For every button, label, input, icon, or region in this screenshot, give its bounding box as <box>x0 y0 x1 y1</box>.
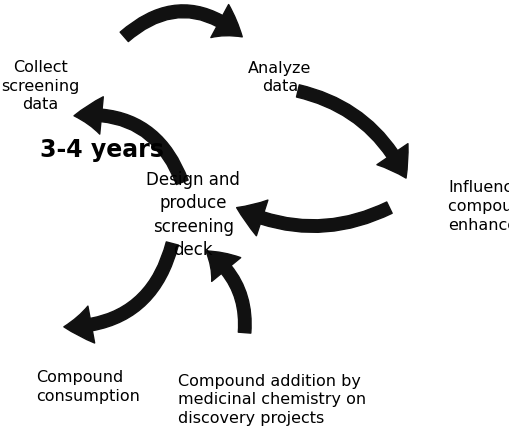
Text: Compound addition by
medicinal chemistry on
discovery projects: Compound addition by medicinal chemistry… <box>178 374 366 426</box>
FancyArrowPatch shape <box>297 85 408 178</box>
FancyArrowPatch shape <box>64 242 179 343</box>
FancyArrowPatch shape <box>206 251 251 333</box>
Text: Analyze
data: Analyze data <box>248 61 312 94</box>
FancyArrowPatch shape <box>120 5 242 42</box>
Text: Influence
compound bank
enhancement: Influence compound bank enhancement <box>448 180 509 233</box>
Text: Compound
consumption: Compound consumption <box>36 370 139 404</box>
Text: Collect
screening
data: Collect screening data <box>2 60 80 112</box>
Text: 3-4 years: 3-4 years <box>40 138 164 163</box>
Text: Design and
produce
screening
deck: Design and produce screening deck <box>147 171 240 259</box>
FancyArrowPatch shape <box>74 97 188 184</box>
FancyArrowPatch shape <box>237 200 392 236</box>
